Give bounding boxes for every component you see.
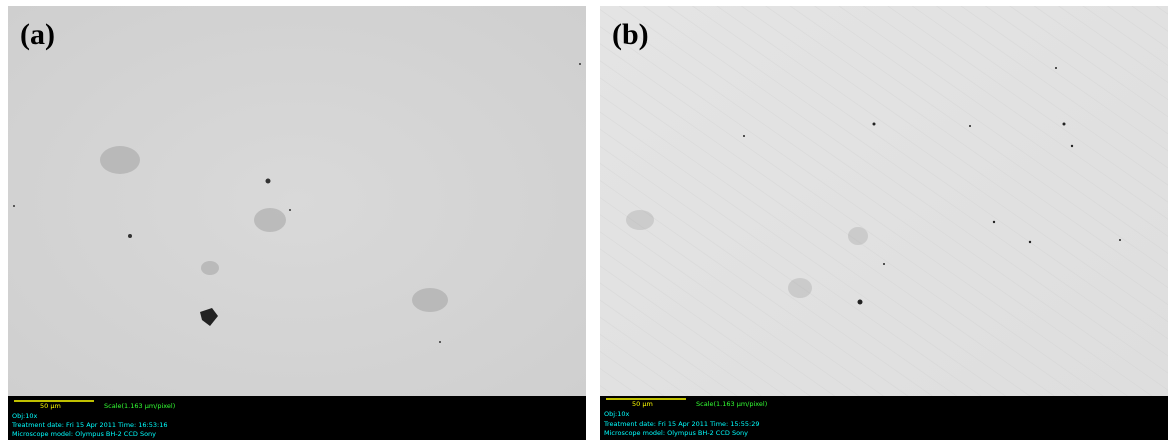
panel-label: (a) [20,18,55,51]
microscope: Microscope model: Olympus BH-2 CCD Sony [604,429,748,437]
panel-label: (b) [612,18,649,51]
microscope: Microscope model: Olympus BH-2 CCD Sony [12,430,156,438]
objective: Obj:10x [12,412,38,420]
treatment: Treatment date: Fri 15 Apr 2011 Time: 15… [603,420,759,428]
polish-streaks [600,6,1168,396]
micrograph [8,6,586,396]
scale: Scale(1.163 µm/pixel) [696,400,767,408]
treatment: Treatment date: Fri 15 Apr 2011 Time: 16… [11,421,167,429]
scale-bar-label: 50 µm [632,400,653,408]
figure: 50 µm Scale(1.163 µm/pixel) Obj:10x Trea… [0,0,1174,444]
scale: Scale(1.163 µm/pixel) [104,402,175,410]
page: 50 µm Scale(1.163 µm/pixel) Obj:10x Trea… [0,0,1174,444]
objective: Obj:10x [604,410,630,418]
panel-a: 50 µm Scale(1.163 µm/pixel) Obj:10x Trea… [8,6,586,440]
panel-b: 50 µm Scale(1.163 µm/pixel) Obj:10x Trea… [600,6,1168,440]
scale-bar-label: 50 µm [40,402,61,410]
